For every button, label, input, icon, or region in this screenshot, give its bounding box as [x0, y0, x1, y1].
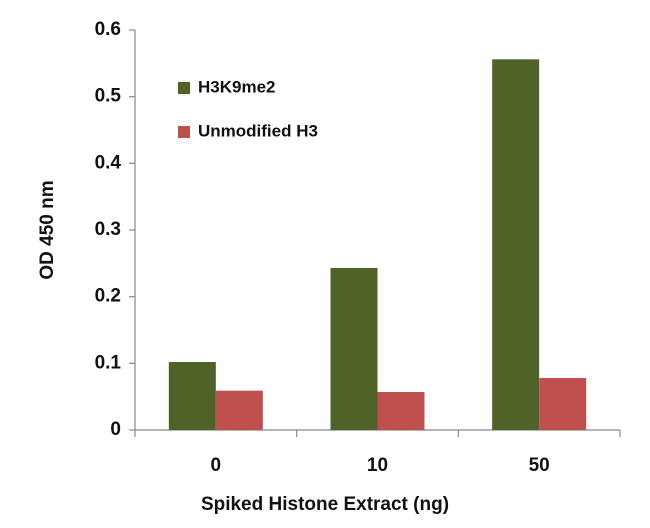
bar [168, 362, 216, 430]
y-tick-label: 0.2 [95, 286, 121, 307]
legend-swatch [178, 126, 190, 138]
legend-label: H3K9me2 [198, 77, 276, 96]
y-tick-label: 0.1 [95, 352, 122, 373]
x-axis-label: Spiked Histone Extract (ng) [201, 494, 449, 515]
bar [330, 268, 378, 430]
x-tick-label: 10 [367, 455, 388, 476]
legend-label: Unmodified H3 [198, 121, 318, 140]
bar [215, 390, 263, 430]
y-tick-label: 0.4 [95, 152, 122, 173]
legend-swatch [178, 82, 190, 94]
bar [492, 59, 540, 430]
y-tick-label: 0.5 [95, 86, 122, 107]
x-tick-label: 50 [529, 455, 550, 476]
y-tick-label: 0.6 [95, 19, 121, 40]
x-tick-label: 0 [211, 455, 222, 476]
bar [539, 378, 587, 430]
y-axis-label: OD 450 nm [37, 180, 58, 279]
y-tick-label: 0.3 [95, 219, 121, 240]
y-tick-label: 0 [110, 419, 121, 440]
bar [377, 392, 425, 430]
